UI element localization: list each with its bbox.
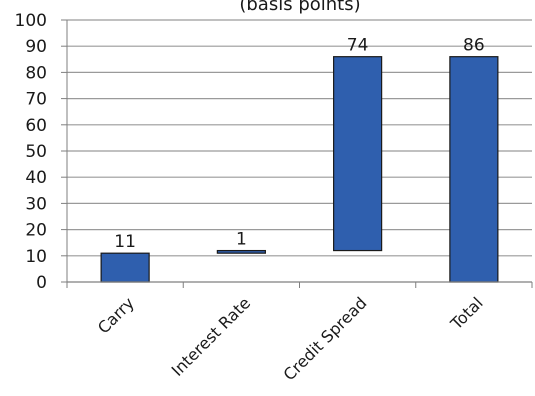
y-tick-label: 10 <box>25 247 47 267</box>
data-label: 74 <box>347 36 369 56</box>
data-labels: 11 174 86 <box>114 36 485 252</box>
bar-interest-rate <box>216 249 266 254</box>
data-label: 1 <box>236 230 247 250</box>
category-label: Total <box>446 293 487 334</box>
category-label: Carry <box>94 293 138 337</box>
y-tick-label: 60 <box>25 116 47 136</box>
y-tick-label: 50 <box>25 142 47 162</box>
bar-carry <box>100 252 150 283</box>
y-tick-label: 90 <box>25 37 47 57</box>
bar-credit-spread <box>333 56 383 252</box>
bar-total <box>449 56 499 283</box>
y-tick-label: 100 <box>15 11 47 31</box>
y-tick-label: 30 <box>25 194 47 214</box>
chart-title: (basis points) <box>239 0 360 15</box>
axes <box>66 20 533 288</box>
data-label: 11 <box>114 232 136 252</box>
bars <box>100 56 499 283</box>
y-axis-tick-labels: 0 10 20 30 40 50 60 70 80 90 100 <box>15 11 47 293</box>
data-label: 86 <box>463 36 485 56</box>
y-tick-label: 0 <box>36 273 47 293</box>
y-tick-label: 40 <box>25 168 47 188</box>
category-label: Credit Spread <box>280 293 371 384</box>
y-tick-label: 20 <box>25 221 47 241</box>
y-tick-label: 80 <box>25 63 47 83</box>
category-label: Interest Rate <box>168 293 255 380</box>
y-tick-label: 70 <box>25 90 47 110</box>
x-axis-category-labels: Carry Interest Rate Credit Spread Total <box>94 293 487 384</box>
